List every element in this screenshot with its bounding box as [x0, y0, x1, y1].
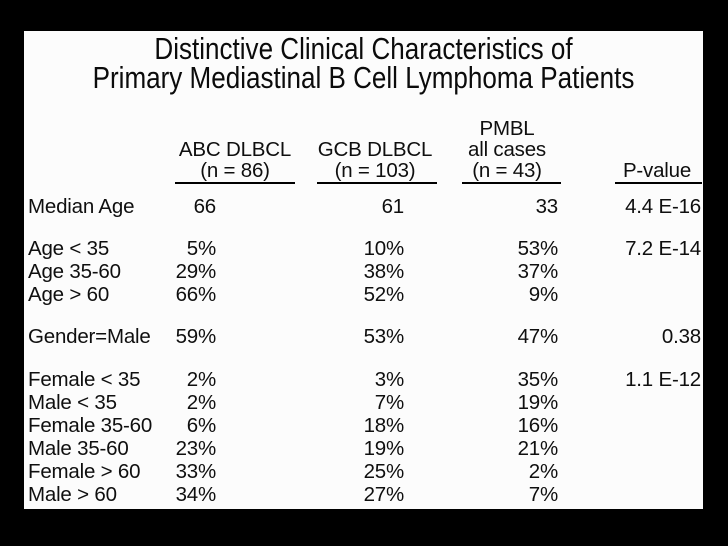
- cell-gcb: 53%: [363, 325, 405, 348]
- cell-pmbl: 35%: [517, 368, 559, 391]
- cell-pmbl: 33: [535, 195, 559, 218]
- cell-gcb: 3%: [374, 368, 404, 391]
- row-label: Female < 35: [28, 368, 141, 391]
- row-label: Age < 35: [28, 237, 110, 260]
- row-label: Male < 35: [28, 391, 117, 414]
- table-row: Age 35-60 29% 38% 37%: [24, 261, 703, 283]
- row-label: Female > 60: [28, 460, 141, 483]
- cell-pmbl: 9%: [528, 283, 558, 306]
- cell-abc: 34%: [175, 483, 217, 506]
- cell-gcb: 18%: [363, 414, 405, 437]
- cell-abc: 23%: [175, 437, 217, 460]
- row-label: Age 35-60: [28, 260, 121, 283]
- table-row: Median Age 66 61 33 4.4 E-16: [24, 196, 703, 218]
- cell-gcb: 52%: [363, 283, 405, 306]
- row-label: Female 35-60: [28, 414, 153, 437]
- cell-abc: 6%: [186, 414, 216, 437]
- column-header-gcb-dlbcl: GCB DLBCL (n = 103): [305, 139, 445, 181]
- cell-pvalue: 4.4 E-16: [625, 195, 701, 218]
- table-row: Male > 60 34% 27% 7%: [24, 484, 703, 506]
- column-header-name: GCB DLBCL: [317, 138, 433, 161]
- table-row: Male 35-60 23% 19% 21%: [24, 438, 703, 460]
- cell-gcb: 19%: [363, 437, 405, 460]
- header-underline-abc: [175, 182, 295, 184]
- cell-abc: 33%: [175, 460, 217, 483]
- cell-pmbl: 19%: [517, 391, 559, 414]
- cell-pvalue: 1.1 E-12: [625, 368, 701, 391]
- column-header-n: (n = 43): [472, 159, 542, 182]
- table-row: Female < 35 2% 3% 35% 1.1 E-12: [24, 369, 703, 391]
- header-underline-pvalue: [615, 182, 702, 184]
- header-underline-pmbl: [462, 182, 561, 184]
- row-label: Gender=Male: [28, 325, 151, 348]
- column-header-pmbl: PMBL all cases (n = 43): [437, 118, 577, 181]
- column-header-n: (n = 86): [200, 159, 270, 182]
- cell-abc: 2%: [186, 368, 216, 391]
- cell-pmbl: 47%: [517, 325, 559, 348]
- cell-gcb: 27%: [363, 483, 405, 506]
- table-row: Gender=Male 59% 53% 47% 0.38: [24, 326, 703, 348]
- column-header-abc-dlbcl: ABC DLBCL (n = 86): [165, 139, 305, 181]
- column-header-name: P-value: [622, 159, 692, 182]
- cell-abc: 66%: [175, 283, 217, 306]
- cell-pmbl: 21%: [517, 437, 559, 460]
- cell-pmbl: 2%: [528, 460, 558, 483]
- column-header-name: PMBL: [479, 117, 535, 140]
- row-label: Male > 60: [28, 483, 117, 506]
- cell-pmbl: 37%: [517, 260, 559, 283]
- table-row: Female 35-60 6% 18% 16%: [24, 415, 703, 437]
- table-row: Age < 35 5% 10% 53% 7.2 E-14: [24, 238, 703, 260]
- cell-pmbl: 16%: [517, 414, 559, 437]
- cell-gcb: 61: [381, 195, 405, 218]
- cell-gcb: 38%: [363, 260, 405, 283]
- row-label: Age > 60: [28, 283, 110, 306]
- cell-gcb: 7%: [374, 391, 404, 414]
- table-row: Female > 60 33% 25% 2%: [24, 461, 703, 483]
- column-header-subname: all cases: [468, 138, 546, 161]
- cell-pvalue: 7.2 E-14: [625, 237, 701, 260]
- row-label: Male 35-60: [28, 437, 129, 460]
- column-header-name: ABC DLBCL: [178, 138, 292, 161]
- cell-gcb: 25%: [363, 460, 405, 483]
- table-row: Age > 60 66% 52% 9%: [24, 284, 703, 306]
- cell-pvalue: 0.38: [661, 325, 701, 348]
- cell-abc: 59%: [175, 325, 217, 348]
- cell-pmbl: 7%: [528, 483, 558, 506]
- column-header-n: (n = 103): [334, 159, 416, 182]
- column-header-p-value: P-value: [597, 160, 717, 181]
- cell-abc: 29%: [175, 260, 217, 283]
- cell-abc: 66: [193, 195, 217, 218]
- table-row: Male < 35 2% 7% 19%: [24, 392, 703, 414]
- header-underline-gcb: [317, 182, 437, 184]
- slide-title-line1: Distinctive Clinical Characteristics of: [154, 31, 573, 66]
- cell-pmbl: 53%: [517, 237, 559, 260]
- slide-content-panel: Distinctive Clinical Characteristics of …: [24, 31, 703, 509]
- slide-title: Distinctive Clinical Characteristics of …: [78, 31, 648, 95]
- cell-gcb: 10%: [363, 237, 405, 260]
- slide-title-line2: Primary Mediastinal B Cell Lymphoma Pati…: [92, 60, 635, 95]
- row-label: Median Age: [28, 195, 135, 218]
- cell-abc: 2%: [186, 391, 216, 414]
- cell-abc: 5%: [186, 237, 216, 260]
